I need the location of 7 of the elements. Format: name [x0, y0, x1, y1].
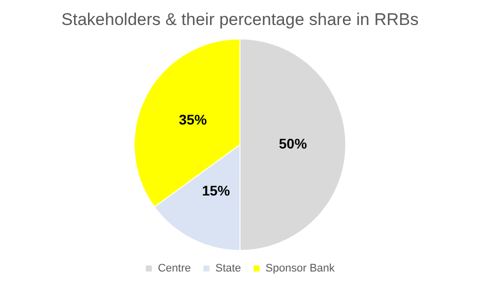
- legend-label: Centre: [158, 262, 191, 275]
- data-label: 50%: [278, 136, 308, 152]
- legend-label: State: [215, 262, 242, 275]
- data-label: 15%: [202, 182, 231, 199]
- chart-title: Stakeholders & their percentage share in RRBs: [61, 10, 419, 29]
- data-label: 35%: [178, 112, 208, 128]
- legend-label: Sponsor Bank: [266, 262, 336, 275]
